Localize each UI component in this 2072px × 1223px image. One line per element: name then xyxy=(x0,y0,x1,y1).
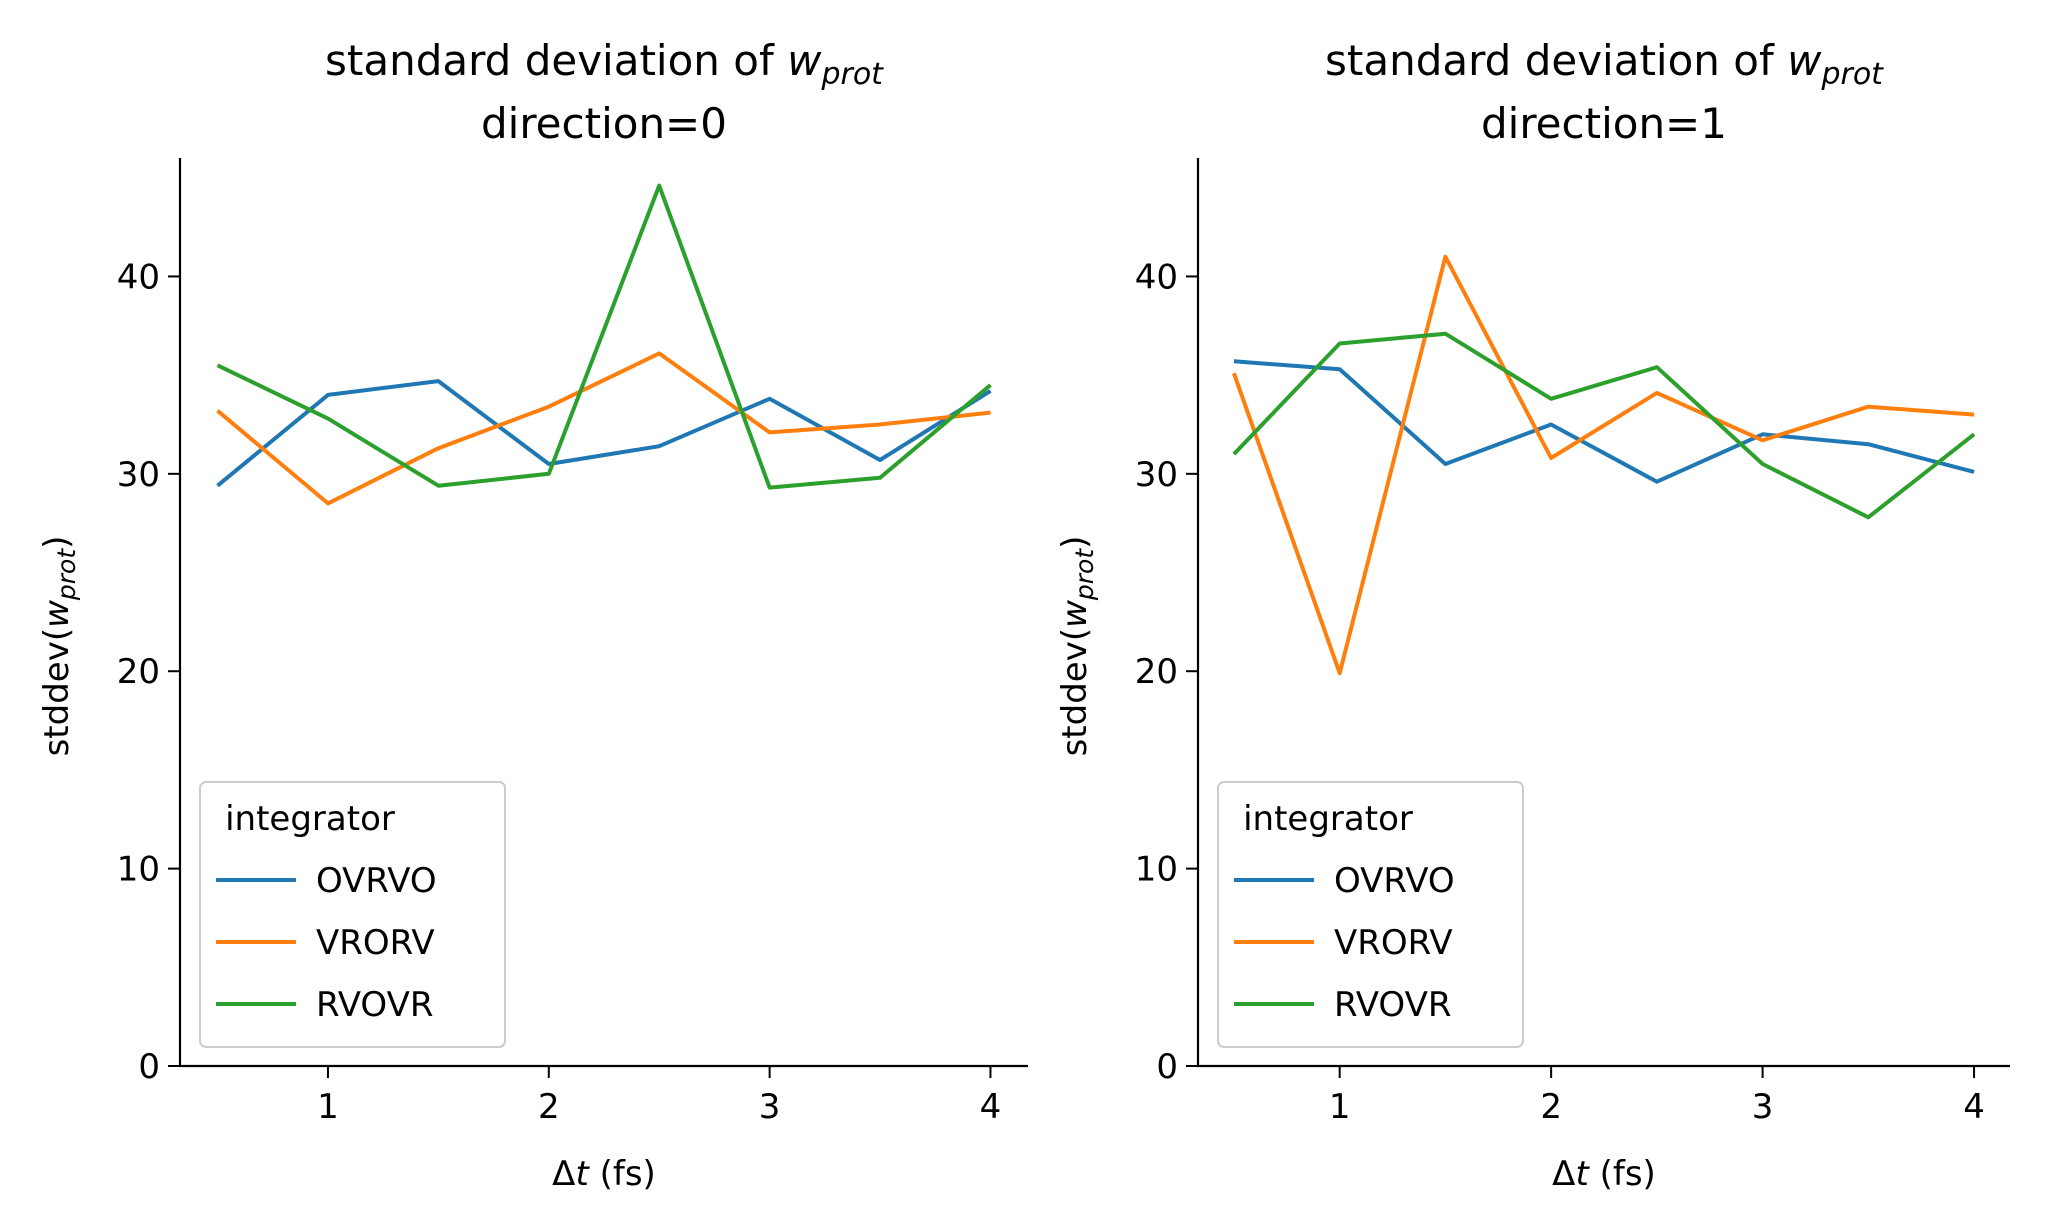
x-tick-label: 3 xyxy=(1752,1087,1774,1127)
chart-title-variable: w xyxy=(1787,36,1822,85)
y-axis-label: stddev(wprot) xyxy=(1055,536,1099,757)
chart-panel-0: standard deviation of wprotdirection=001… xyxy=(37,36,1028,1194)
x-axis-label-delta: Δ xyxy=(552,1154,575,1194)
x-tick-label: 2 xyxy=(538,1087,560,1127)
y-axis-label-close: ) xyxy=(37,536,77,549)
legend: integrator OVRVO VRORV RVOVR xyxy=(199,781,506,1048)
y-tick-label: 30 xyxy=(117,455,160,495)
y-axis-label-text: stddev( xyxy=(1055,628,1095,757)
series-line-rvovr xyxy=(216,183,992,490)
y-tick-label: 20 xyxy=(117,652,160,692)
y-axis-label: stddev(wprot) xyxy=(37,536,81,757)
x-tick-label: 3 xyxy=(759,1087,781,1127)
chart-panel-1: standard deviation of wprotdirection=101… xyxy=(1055,36,2010,1194)
y-tick-label: 40 xyxy=(1135,257,1178,297)
x-axis-label: Δt (fs) xyxy=(552,1154,656,1194)
x-axis-label-unit: (fs) xyxy=(1589,1154,1656,1194)
y-tick-label: 40 xyxy=(117,257,160,297)
series-line-vrorv xyxy=(1232,254,1975,676)
y-tick-label: 0 xyxy=(138,1047,160,1087)
chart-title-subscript: prot xyxy=(1820,57,1884,92)
legend-label: VRORV xyxy=(1334,923,1453,963)
chart-title-variable: w xyxy=(787,36,822,85)
chart-title: standard deviation of wprot xyxy=(1325,36,1884,92)
x-axis-label-variable: t xyxy=(575,1154,590,1194)
x-tick-label: 4 xyxy=(1963,1087,1985,1127)
legend-label: RVOVR xyxy=(316,985,433,1025)
y-tick-label: 20 xyxy=(1135,652,1178,692)
legend-title: integrator xyxy=(1243,799,1413,839)
x-tick-label: 4 xyxy=(980,1087,1002,1127)
x-axis-label: Δt (fs) xyxy=(1552,1154,1656,1194)
series-line-ovrvo xyxy=(216,379,992,488)
x-axis-label-unit: (fs) xyxy=(589,1154,656,1194)
legend-label: VRORV xyxy=(316,923,435,963)
y-axis-label-subscript: prot xyxy=(1070,548,1099,601)
y-axis-label-variable: w xyxy=(1055,600,1095,628)
y-axis-label-variable: w xyxy=(37,600,77,628)
legend-label: OVRVO xyxy=(316,861,437,901)
y-axis-label-text: stddev( xyxy=(37,628,77,757)
chart-subtitle: direction=0 xyxy=(481,99,727,148)
series-line-rvovr xyxy=(1232,331,1976,520)
chart-title-text: standard deviation of xyxy=(1325,36,1787,85)
x-axis-label-variable: t xyxy=(1575,1154,1590,1194)
legend-label: OVRVO xyxy=(1334,861,1455,901)
y-axis-label-subscript: prot xyxy=(52,548,81,601)
legend-title: integrator xyxy=(225,799,395,839)
chart-title-text: standard deviation of xyxy=(325,36,787,85)
series-line-ovrvo xyxy=(1233,359,1975,484)
x-tick-label: 2 xyxy=(1540,1087,1562,1127)
y-tick-label: 0 xyxy=(1156,1047,1178,1087)
chart-title-subscript: prot xyxy=(820,57,884,92)
series-line-vrorv xyxy=(216,351,991,506)
legend-box xyxy=(199,781,506,1048)
legend-label: RVOVR xyxy=(1334,985,1451,1025)
chart-title: standard deviation of wprot xyxy=(325,36,884,92)
x-tick-label: 1 xyxy=(1329,1087,1351,1127)
x-axis-label-delta: Δ xyxy=(1552,1154,1575,1194)
y-axis-label-close: ) xyxy=(1055,536,1095,549)
y-tick-label: 30 xyxy=(1135,455,1178,495)
y-tick-label: 10 xyxy=(1135,850,1178,890)
y-tick-label: 10 xyxy=(117,850,160,890)
legend-box xyxy=(1217,781,1524,1048)
chart-subtitle: direction=1 xyxy=(1481,99,1727,148)
legend: integrator OVRVO VRORV RVOVR xyxy=(1217,781,1524,1048)
x-tick-label: 1 xyxy=(317,1087,339,1127)
